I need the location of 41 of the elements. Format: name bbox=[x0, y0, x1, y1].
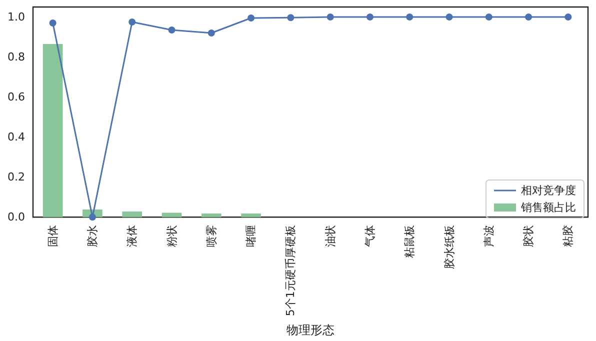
point bbox=[49, 20, 56, 27]
y-tick-label: 1.0 bbox=[8, 10, 25, 24]
x-axis-title: 物理形态 bbox=[286, 323, 334, 337]
y-tick-label: 0.8 bbox=[8, 50, 25, 64]
y-tick-label: 0.2 bbox=[8, 170, 25, 184]
x-tick-label: 粉状 bbox=[165, 225, 178, 248]
x-tick-label: 胶水 bbox=[86, 225, 99, 248]
point bbox=[208, 30, 215, 37]
legend-label: 相对竞争度 bbox=[521, 184, 576, 197]
point bbox=[287, 14, 294, 22]
bar bbox=[201, 214, 222, 218]
point bbox=[168, 26, 176, 34]
x-tick-label: 胶状 bbox=[522, 225, 536, 248]
bar bbox=[241, 214, 261, 218]
y-tick-label: 0.0 bbox=[8, 210, 25, 224]
point bbox=[485, 14, 492, 21]
x-tick-label: 气体 bbox=[363, 225, 376, 248]
bar bbox=[122, 212, 142, 218]
y-tick-label: 0.4 bbox=[8, 130, 25, 144]
x-tick-label: 油状 bbox=[324, 225, 337, 248]
x-tick-label: 固体 bbox=[46, 225, 60, 248]
x-tick-label: 声波 bbox=[482, 225, 496, 248]
bar bbox=[42, 44, 63, 218]
x-tick-label: 粘鼠板 bbox=[403, 225, 416, 258]
point bbox=[326, 14, 334, 21]
y-tick-label: 0.6 bbox=[8, 90, 25, 104]
point bbox=[564, 14, 572, 21]
x-tick-label: 啫喱 bbox=[244, 225, 258, 248]
legend-label: 销售额占比 bbox=[520, 201, 576, 214]
x-tick-label: 粘胶 bbox=[562, 225, 575, 248]
x-tick-label: 液体 bbox=[126, 225, 139, 248]
point bbox=[128, 18, 136, 26]
bar bbox=[162, 212, 182, 218]
x-tick-label: 喷雾 bbox=[204, 225, 218, 248]
x-tick-label: 胶水纸板 bbox=[442, 225, 456, 270]
point bbox=[525, 14, 532, 21]
point bbox=[366, 14, 374, 21]
point bbox=[446, 14, 453, 21]
point bbox=[406, 14, 414, 21]
x-tick-label: 5个1元硬币厚硬板 bbox=[284, 225, 298, 316]
point bbox=[248, 14, 255, 22]
